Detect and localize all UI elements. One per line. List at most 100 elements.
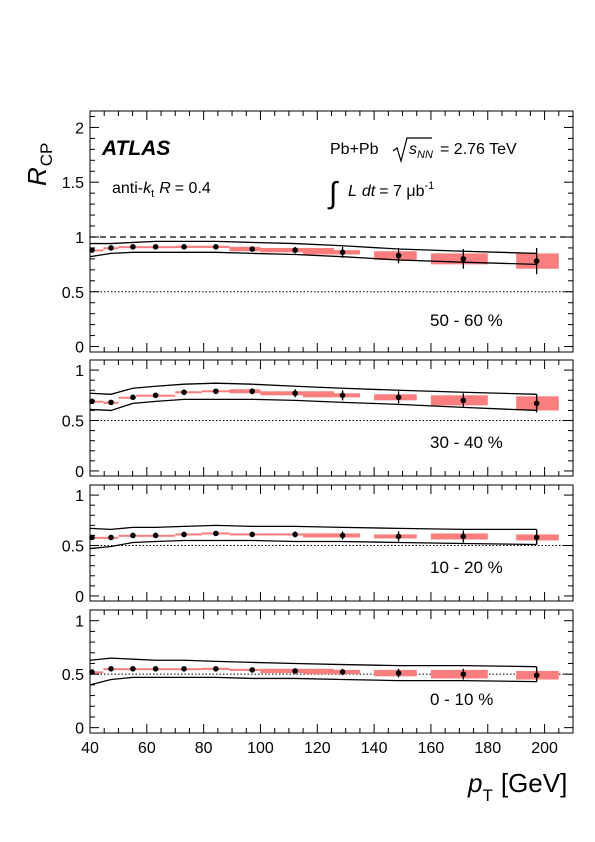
sqrt-sign <box>392 137 432 164</box>
y-tick-label: 0 <box>75 340 84 357</box>
systematic-box <box>90 400 104 403</box>
x-tick-label: 180 <box>474 740 501 757</box>
systematic-box <box>430 533 488 540</box>
systematic-box <box>118 396 137 399</box>
data-point <box>533 400 540 407</box>
data-point <box>249 667 256 673</box>
band-upper-line <box>89 657 537 668</box>
data-point <box>249 246 256 252</box>
systematic-box <box>430 669 488 679</box>
systematic-box <box>374 251 417 260</box>
systematic-box <box>90 671 104 674</box>
systematic-box <box>175 668 202 671</box>
systematic-box <box>90 536 104 539</box>
data-point <box>130 666 136 672</box>
panel-frame <box>89 359 574 477</box>
band-upper-line <box>89 382 537 395</box>
x-tick-label: 160 <box>418 740 445 757</box>
systematic-box <box>229 533 261 536</box>
sqrt-s-label: sNN <box>409 141 433 161</box>
panel-3: 0 0.5 1 0 - 10 % <box>62 609 574 738</box>
band-lower-line <box>89 398 537 412</box>
data-point <box>181 666 187 672</box>
data-point <box>152 532 159 539</box>
systematic-box <box>303 533 360 538</box>
systematic-box <box>303 250 360 255</box>
data-point <box>213 530 219 537</box>
data-point <box>108 666 114 672</box>
x-tick-label: 100 <box>247 740 274 757</box>
panel-2: 0 0.5 1 10 - 20 % <box>62 484 574 606</box>
integral-sign: ∫ <box>327 177 339 210</box>
systematic-box <box>430 395 488 406</box>
x-tick-label: 140 <box>361 740 388 757</box>
y-tick-label: 1 <box>75 363 84 380</box>
data-point <box>460 671 467 677</box>
y-axis-title: RCP <box>22 143 56 186</box>
centrality-label: 10 - 20 % <box>430 558 503 577</box>
data-point <box>213 666 219 672</box>
data-point <box>395 670 402 676</box>
data-point <box>339 532 346 539</box>
y-tick-label: 1 <box>75 614 84 631</box>
data-point <box>89 669 95 675</box>
band-upper-line <box>90 240 537 255</box>
y-tick-label: 2 <box>75 120 84 137</box>
data-point <box>395 394 402 401</box>
data-point <box>460 256 467 262</box>
y-tick-label: 0.5 <box>62 667 84 684</box>
x-tick-label: 40 <box>81 740 99 757</box>
data-point <box>89 534 95 541</box>
data-point <box>213 388 219 395</box>
data-point <box>292 390 298 397</box>
data-point <box>533 258 540 264</box>
data-point <box>395 533 402 540</box>
panel-0: 0 0.5 1 1.5 2 50 - 60 % <box>62 110 574 357</box>
data-point <box>249 388 256 395</box>
systematic-box <box>118 534 137 537</box>
y-tick-label: 1.5 <box>62 175 84 192</box>
data-point <box>339 392 346 399</box>
systematic-box <box>90 249 104 252</box>
data-point <box>181 531 187 538</box>
systematic-box <box>229 389 261 394</box>
collision-system-label: Pb+Pb <box>330 141 379 158</box>
data-point <box>108 399 114 406</box>
panel-1: 0 0.5 1 30 - 40 % <box>62 359 574 481</box>
data-point <box>130 244 136 250</box>
data-point <box>130 532 136 539</box>
data-point <box>152 244 159 250</box>
x-tick-label: 60 <box>138 740 156 757</box>
data-point <box>108 534 114 541</box>
y-tick-label: 1 <box>75 488 84 505</box>
data-point <box>533 672 540 679</box>
data-point <box>89 398 95 405</box>
x-tick-label: 120 <box>304 740 331 757</box>
y-tick-label: 1 <box>75 230 84 247</box>
systematic-box <box>118 668 137 671</box>
data-point <box>152 392 159 399</box>
y-tick-label: 0 <box>75 721 84 738</box>
data-point <box>395 252 402 259</box>
band-lower-line <box>89 676 537 686</box>
y-tick-label: 0 <box>75 589 84 606</box>
data-point <box>152 666 159 672</box>
systematic-box <box>374 669 417 677</box>
data-point <box>181 389 187 396</box>
band-lower-line <box>89 251 537 266</box>
systematic-box <box>374 394 417 401</box>
jet-algorithm-label: anti-kt R = 0.4 <box>112 180 211 200</box>
data-point <box>533 534 540 541</box>
data-point <box>460 397 467 404</box>
data-point <box>249 531 256 538</box>
y-tick-label: 0 <box>75 464 84 481</box>
data-point <box>213 244 219 250</box>
x-tick-label: 80 <box>195 740 213 757</box>
data-point <box>292 531 298 538</box>
data-point <box>89 247 95 253</box>
band-lower-line <box>89 539 537 550</box>
atlas-label: ATLAS <box>101 137 170 160</box>
data-point <box>130 394 136 401</box>
